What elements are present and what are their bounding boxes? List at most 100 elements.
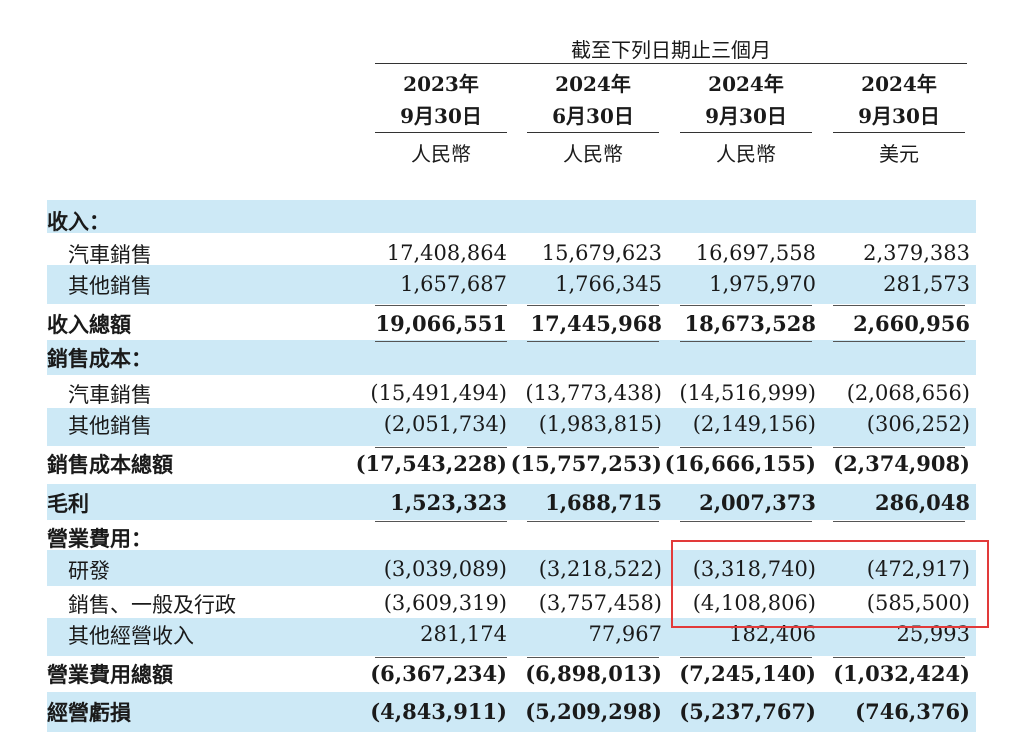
- table-row: 汽車銷售 17,408,864 15,679,623 16,697,558 2,379,…: [0, 237, 1012, 269]
- cell-value: (3,039,089): [383, 557, 507, 581]
- row-label: 銷售成本：: [47, 346, 152, 371]
- cell-value: (7,245,140): [679, 661, 816, 686]
- row-band: [47, 265, 976, 304]
- subtotal-rule: [833, 521, 965, 522]
- cell-value: (6,898,013): [525, 661, 662, 686]
- cell-value: 286,048: [875, 490, 970, 515]
- cell-value: 1,766,345: [555, 272, 662, 296]
- cell-value: 16,697,558: [695, 241, 816, 265]
- cell-value: (3,218,522): [538, 557, 662, 581]
- column-year: 2023年: [403, 72, 479, 96]
- table-row: 其他銷售 1,657,687 1,766,345 1,975,970 281,573: [0, 268, 1012, 300]
- cell-value: (6,367,234): [370, 661, 507, 686]
- cell-value: (3,609,319): [383, 591, 507, 615]
- column-header-1: 2023年 9月30日 人民幣: [375, 68, 507, 170]
- table-row: 銷售、一般及行政 (3,609,319) (3,757,458) (4,108,806…: [0, 587, 1012, 619]
- subtotal-rule: [833, 305, 965, 306]
- cell-value: 15,679,623: [541, 241, 662, 265]
- table-row: 研發 (3,039,089) (3,218,522) (3,318,740) (472,…: [0, 553, 1012, 585]
- subtotal-rule: [527, 305, 659, 306]
- column-currency: 人民幣: [411, 142, 471, 166]
- cell-value: (2,051,734): [383, 412, 507, 436]
- column-date: 9月30日: [858, 104, 940, 128]
- table-row: 銷售成本總額 (17,543,228) (15,757,253) (16,666,15…: [0, 447, 1012, 479]
- cell-value: (1,983,815): [538, 412, 662, 436]
- cell-value: (17,543,228): [355, 451, 507, 476]
- row-band: [47, 618, 976, 656]
- cell-value: (14,516,999): [679, 381, 816, 405]
- cell-value: 1,657,687: [400, 272, 507, 296]
- cell-value: 1,523,323: [390, 490, 507, 515]
- cell-value: (585,500): [866, 591, 970, 615]
- table-row: 其他銷售 (2,051,734) (1,983,815) (2,149,156) (30…: [0, 408, 1012, 440]
- column-underline: [833, 132, 965, 133]
- cell-value: (3,318,740): [692, 557, 816, 581]
- subtotal-rule: [527, 521, 659, 522]
- row-band: [47, 692, 976, 732]
- cell-value: (306,252): [866, 412, 970, 436]
- cell-value: 17,445,968: [530, 311, 662, 336]
- highlight-box: [671, 540, 989, 628]
- cell-value: (1,032,424): [833, 661, 970, 686]
- cell-value: 19,066,551: [375, 311, 507, 336]
- cell-value: (15,757,253): [510, 451, 662, 476]
- cell-value: 77,967: [588, 622, 662, 646]
- cell-value: (472,917): [866, 557, 970, 581]
- cell-value: (5,209,298): [525, 699, 662, 724]
- cell-value: 18,673,528: [684, 311, 816, 336]
- table-row: 營業費用：: [0, 521, 1012, 553]
- cell-value: (16,666,155): [664, 451, 816, 476]
- row-band: [47, 340, 976, 375]
- cell-value: (13,773,438): [525, 381, 662, 405]
- cell-value: (4,108,806): [692, 591, 816, 615]
- row-label: 其他銷售: [68, 274, 152, 298]
- table-row: 收入：: [0, 204, 1012, 236]
- cell-value: 17,408,864: [386, 241, 507, 265]
- column-currency: 美元: [879, 142, 919, 166]
- period-underline: [375, 63, 967, 64]
- cell-value: 1,688,715: [545, 490, 662, 515]
- subtotal-rule: [527, 447, 659, 448]
- column-underline: [680, 132, 812, 133]
- cell-value: 1,975,970: [709, 272, 816, 296]
- subtotal-rule: [833, 657, 965, 658]
- subtotal-rule: [680, 521, 812, 522]
- subtotal-rule: [375, 305, 507, 306]
- cell-value: (2,149,156): [692, 412, 816, 436]
- row-band: [47, 550, 976, 586]
- subtotal-rule: [375, 341, 507, 342]
- table-row: 其他經營收入 281,174 77,967 182,406 25,993: [0, 618, 1012, 650]
- row-band: [47, 484, 976, 520]
- row-label: 營業費用總額: [47, 662, 173, 687]
- row-label: 銷售成本總額: [47, 452, 173, 477]
- subtotal-rule: [527, 341, 659, 342]
- column-currency: 人民幣: [716, 142, 776, 166]
- table-row: 汽車銷售 (15,491,494) (13,773,438) (14,516,999)…: [0, 377, 1012, 409]
- cell-value: (4,843,911): [370, 699, 507, 724]
- column-header-4: 2024年 9月30日 美元: [833, 68, 965, 170]
- column-date: 9月30日: [705, 104, 787, 128]
- table-row: 毛利 1,523,323 1,688,715 2,007,373 286,048: [0, 486, 1012, 518]
- column-header-2: 2024年 6月30日 人民幣: [527, 68, 659, 170]
- cell-value: 281,573: [883, 272, 970, 296]
- subtotal-rule: [833, 341, 965, 342]
- table-row: 經營虧損 (4,843,911) (5,209,298) (5,237,767) (74…: [0, 695, 1012, 727]
- column-year: 2024年: [708, 72, 784, 96]
- subtotal-rule: [680, 447, 812, 448]
- table-row: 營業費用總額 (6,367,234) (6,898,013) (7,245,140) (…: [0, 657, 1012, 689]
- subtotal-rule: [375, 657, 507, 658]
- row-label: 其他銷售: [68, 414, 152, 438]
- row-label: 收入：: [47, 209, 110, 234]
- cell-value: (746,376): [855, 699, 970, 724]
- row-label: 營業費用：: [47, 526, 152, 551]
- subtotal-rule: [680, 657, 812, 658]
- cell-value: 281,174: [420, 622, 507, 646]
- cell-value: (2,374,908): [833, 451, 970, 476]
- subtotal-rule: [833, 447, 965, 448]
- row-label: 收入總額: [47, 312, 131, 337]
- row-label: 經營虧損: [47, 700, 131, 725]
- subtotal-rule: [527, 657, 659, 658]
- row-band: [47, 408, 976, 446]
- cell-value: (3,757,458): [538, 591, 662, 615]
- cell-value: (5,237,767): [679, 699, 816, 724]
